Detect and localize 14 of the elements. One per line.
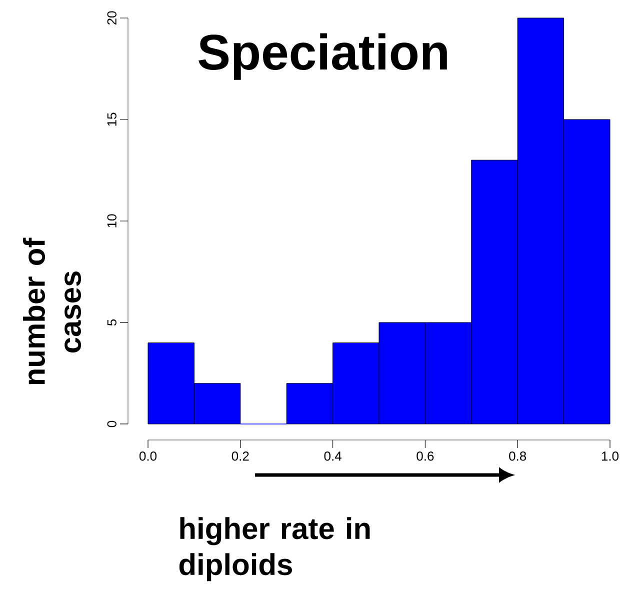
x-tick-label: 0.2 bbox=[232, 452, 249, 461]
y-tick-label: 20 bbox=[107, 11, 116, 25]
x-axis-title: higher rate in diploids bbox=[179, 517, 370, 582]
y-tick-label: 5 bbox=[107, 319, 116, 326]
x-tick-label: 0.6 bbox=[416, 452, 434, 461]
y-tick-label: 10 bbox=[107, 214, 116, 228]
chart-title: Speciation bbox=[198, 33, 447, 80]
y-tick-label: 0 bbox=[107, 420, 116, 428]
x-tick-label: 0.0 bbox=[139, 452, 157, 461]
x-tick-label: 0.8 bbox=[509, 452, 526, 461]
x-tick-label: 1.0 bbox=[602, 452, 619, 461]
y-tick-label: 15 bbox=[107, 112, 116, 126]
x-tick-label: 0.4 bbox=[324, 452, 342, 461]
y-axis-title: number of cases bbox=[22, 238, 82, 384]
